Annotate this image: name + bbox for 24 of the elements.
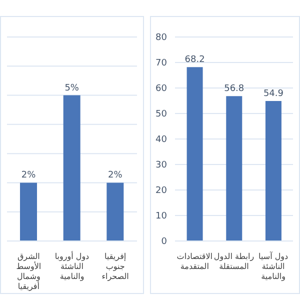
- data-label: 68.2: [184, 55, 205, 66]
- data-label: 56.8: [224, 84, 244, 94]
- y-tick-label: 50: [156, 110, 168, 120]
- x-tick-label: إفريقيا جنوب الصحراء: [102, 252, 129, 281]
- y-tick-label: 80: [156, 33, 168, 44]
- y-tick-label: 20: [156, 186, 168, 196]
- x-tick-label: الشرق الأوسط وشمال أفريقيا: [16, 252, 42, 291]
- y-tick-label: 10: [156, 212, 168, 222]
- data-label: 54.9: [263, 89, 284, 100]
- x-tick-label: دول أوروبا الناشئة والنامية: [54, 251, 90, 281]
- x-tick-label: دول آسيا الناشئة والنامية: [258, 251, 289, 281]
- bar: [265, 101, 282, 241]
- x-tick-label: الاقتصادات المتقدمة: [176, 252, 213, 271]
- data-label: 5%: [64, 83, 80, 94]
- x-tick-label: رابطة الدول المستقلة: [214, 252, 254, 271]
- y-tick-label: 30: [156, 160, 168, 171]
- y-tick-label: 70: [156, 58, 168, 69]
- bar: [186, 67, 203, 241]
- data-label: 2%: [108, 170, 123, 181]
- bar: [226, 96, 242, 241]
- data-label: 2%: [21, 170, 36, 181]
- y-tick-label: 60: [156, 84, 168, 94]
- y-tick-label: 0: [161, 237, 168, 248]
- y-tick-label: 40: [156, 135, 168, 146]
